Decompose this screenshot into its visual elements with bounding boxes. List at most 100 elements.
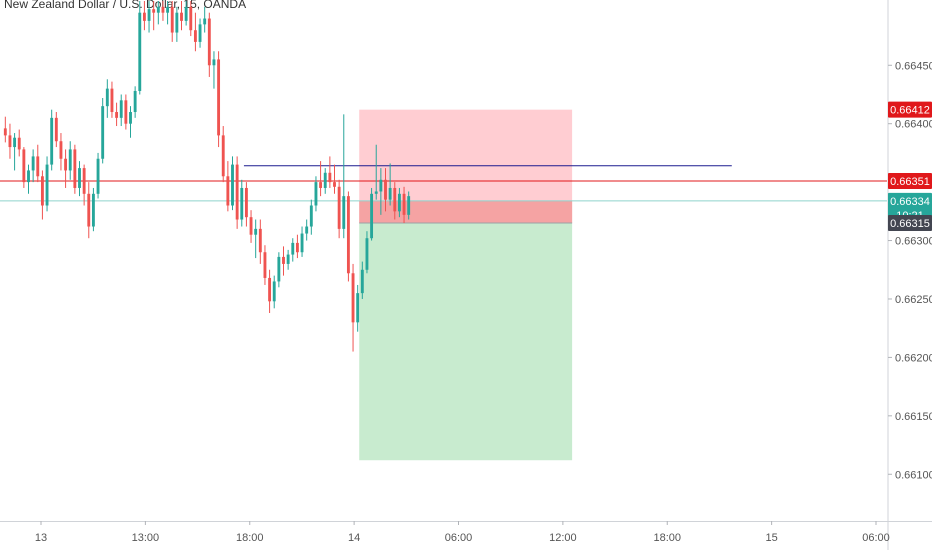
candle-body — [156, 6, 160, 13]
candle-body — [68, 149, 72, 171]
time-tick-label: 18:00 — [236, 532, 264, 544]
candle-body — [133, 90, 137, 113]
candle-body — [217, 59, 221, 136]
candle-body — [226, 176, 230, 206]
candle-body — [184, 6, 188, 21]
candle-body — [101, 106, 105, 159]
price-tick-label: 0.66100 — [895, 469, 932, 481]
candle-body — [175, 12, 179, 33]
price-tick-label: 0.66300 — [895, 236, 932, 248]
candle-body — [258, 228, 262, 253]
candle-body — [180, 12, 183, 21]
time-tick-label: 13 — [35, 532, 47, 544]
candle-body — [351, 273, 355, 323]
candle-body — [231, 164, 234, 206]
candle-body — [152, 9, 156, 13]
candle-body — [198, 24, 202, 42]
time-tick-label: 06:00 — [862, 532, 890, 544]
price-tag — [888, 172, 932, 189]
candle-body — [295, 242, 299, 253]
candle-body — [221, 135, 225, 177]
candle-body — [323, 172, 327, 188]
candle-body — [166, 6, 170, 13]
candle-body — [319, 182, 323, 188]
candle-body — [8, 135, 12, 148]
candle-body — [337, 186, 341, 229]
position-zones — [359, 109, 573, 461]
candle-body — [397, 193, 401, 212]
candle-body — [17, 137, 21, 150]
candle-body — [64, 158, 68, 171]
candle-body — [328, 172, 332, 183]
candle-body — [87, 193, 91, 227]
candle-body — [365, 238, 369, 270]
candle-body — [291, 242, 295, 255]
candle-body — [235, 164, 239, 220]
candle-body — [333, 182, 336, 187]
price-tick-label: 0.66250 — [895, 294, 932, 306]
candle-body — [374, 191, 378, 194]
candle-body — [356, 293, 360, 323]
time-tick-label: 18:00 — [653, 532, 681, 544]
candle-body — [300, 233, 304, 253]
price-tag — [888, 192, 932, 209]
chart-title: New Zealand Dollar / U.S. Dollar, 15, OA… — [4, 0, 247, 11]
candle-body — [203, 18, 207, 25]
candle-body — [59, 141, 63, 159]
price-tick-label: 0.66400 — [895, 119, 932, 131]
candle-body — [212, 59, 216, 66]
candle-body — [129, 112, 132, 124]
candle-body — [342, 196, 346, 229]
candle-body — [189, 6, 193, 31]
profit-zone — [359, 223, 573, 461]
candle-body — [138, 12, 142, 91]
candle-body — [268, 277, 272, 302]
candle-body — [277, 256, 281, 282]
candle-body — [309, 205, 313, 227]
candle-body — [22, 149, 26, 183]
candle-body — [193, 30, 197, 42]
candle-body — [91, 193, 95, 227]
candle-body — [286, 254, 290, 264]
candle-body — [240, 187, 244, 220]
candle-body — [207, 18, 211, 66]
candle-body — [272, 281, 276, 302]
candle-body — [244, 187, 248, 218]
candle-body — [407, 196, 411, 215]
candle-body — [31, 156, 35, 171]
candle-body — [13, 137, 17, 148]
candle-body — [142, 12, 146, 21]
price-tag-label: 0.66351 — [890, 176, 930, 188]
candle-body — [3, 128, 7, 136]
candle-body — [73, 149, 77, 188]
candle-body — [110, 88, 114, 113]
candle-body — [249, 217, 253, 235]
candle-body — [346, 196, 350, 274]
candle-body — [402, 193, 406, 215]
candle-body — [305, 226, 309, 234]
price-tag-label: 0.66334 — [890, 196, 930, 208]
candle-body — [370, 193, 374, 239]
drawing-lines — [0, 165, 887, 202]
candle-body — [147, 9, 151, 21]
candle-body — [115, 112, 119, 118]
candle-body — [119, 100, 123, 118]
candle-body — [36, 156, 40, 177]
candle-body — [393, 187, 397, 212]
time-tick-label: 15 — [766, 532, 778, 544]
candle-body — [263, 252, 267, 278]
candle-body — [254, 228, 258, 235]
candle-body — [27, 170, 30, 183]
candle-body — [124, 100, 128, 124]
candle-body — [388, 187, 392, 200]
candle-body — [96, 158, 100, 194]
time-tick-label: 06:00 — [445, 532, 473, 544]
price-tag — [888, 215, 932, 232]
candle-body — [45, 164, 49, 206]
price-tag-label: 0.66412 — [890, 105, 930, 117]
candle-body — [161, 6, 165, 13]
candle-body — [54, 117, 58, 142]
